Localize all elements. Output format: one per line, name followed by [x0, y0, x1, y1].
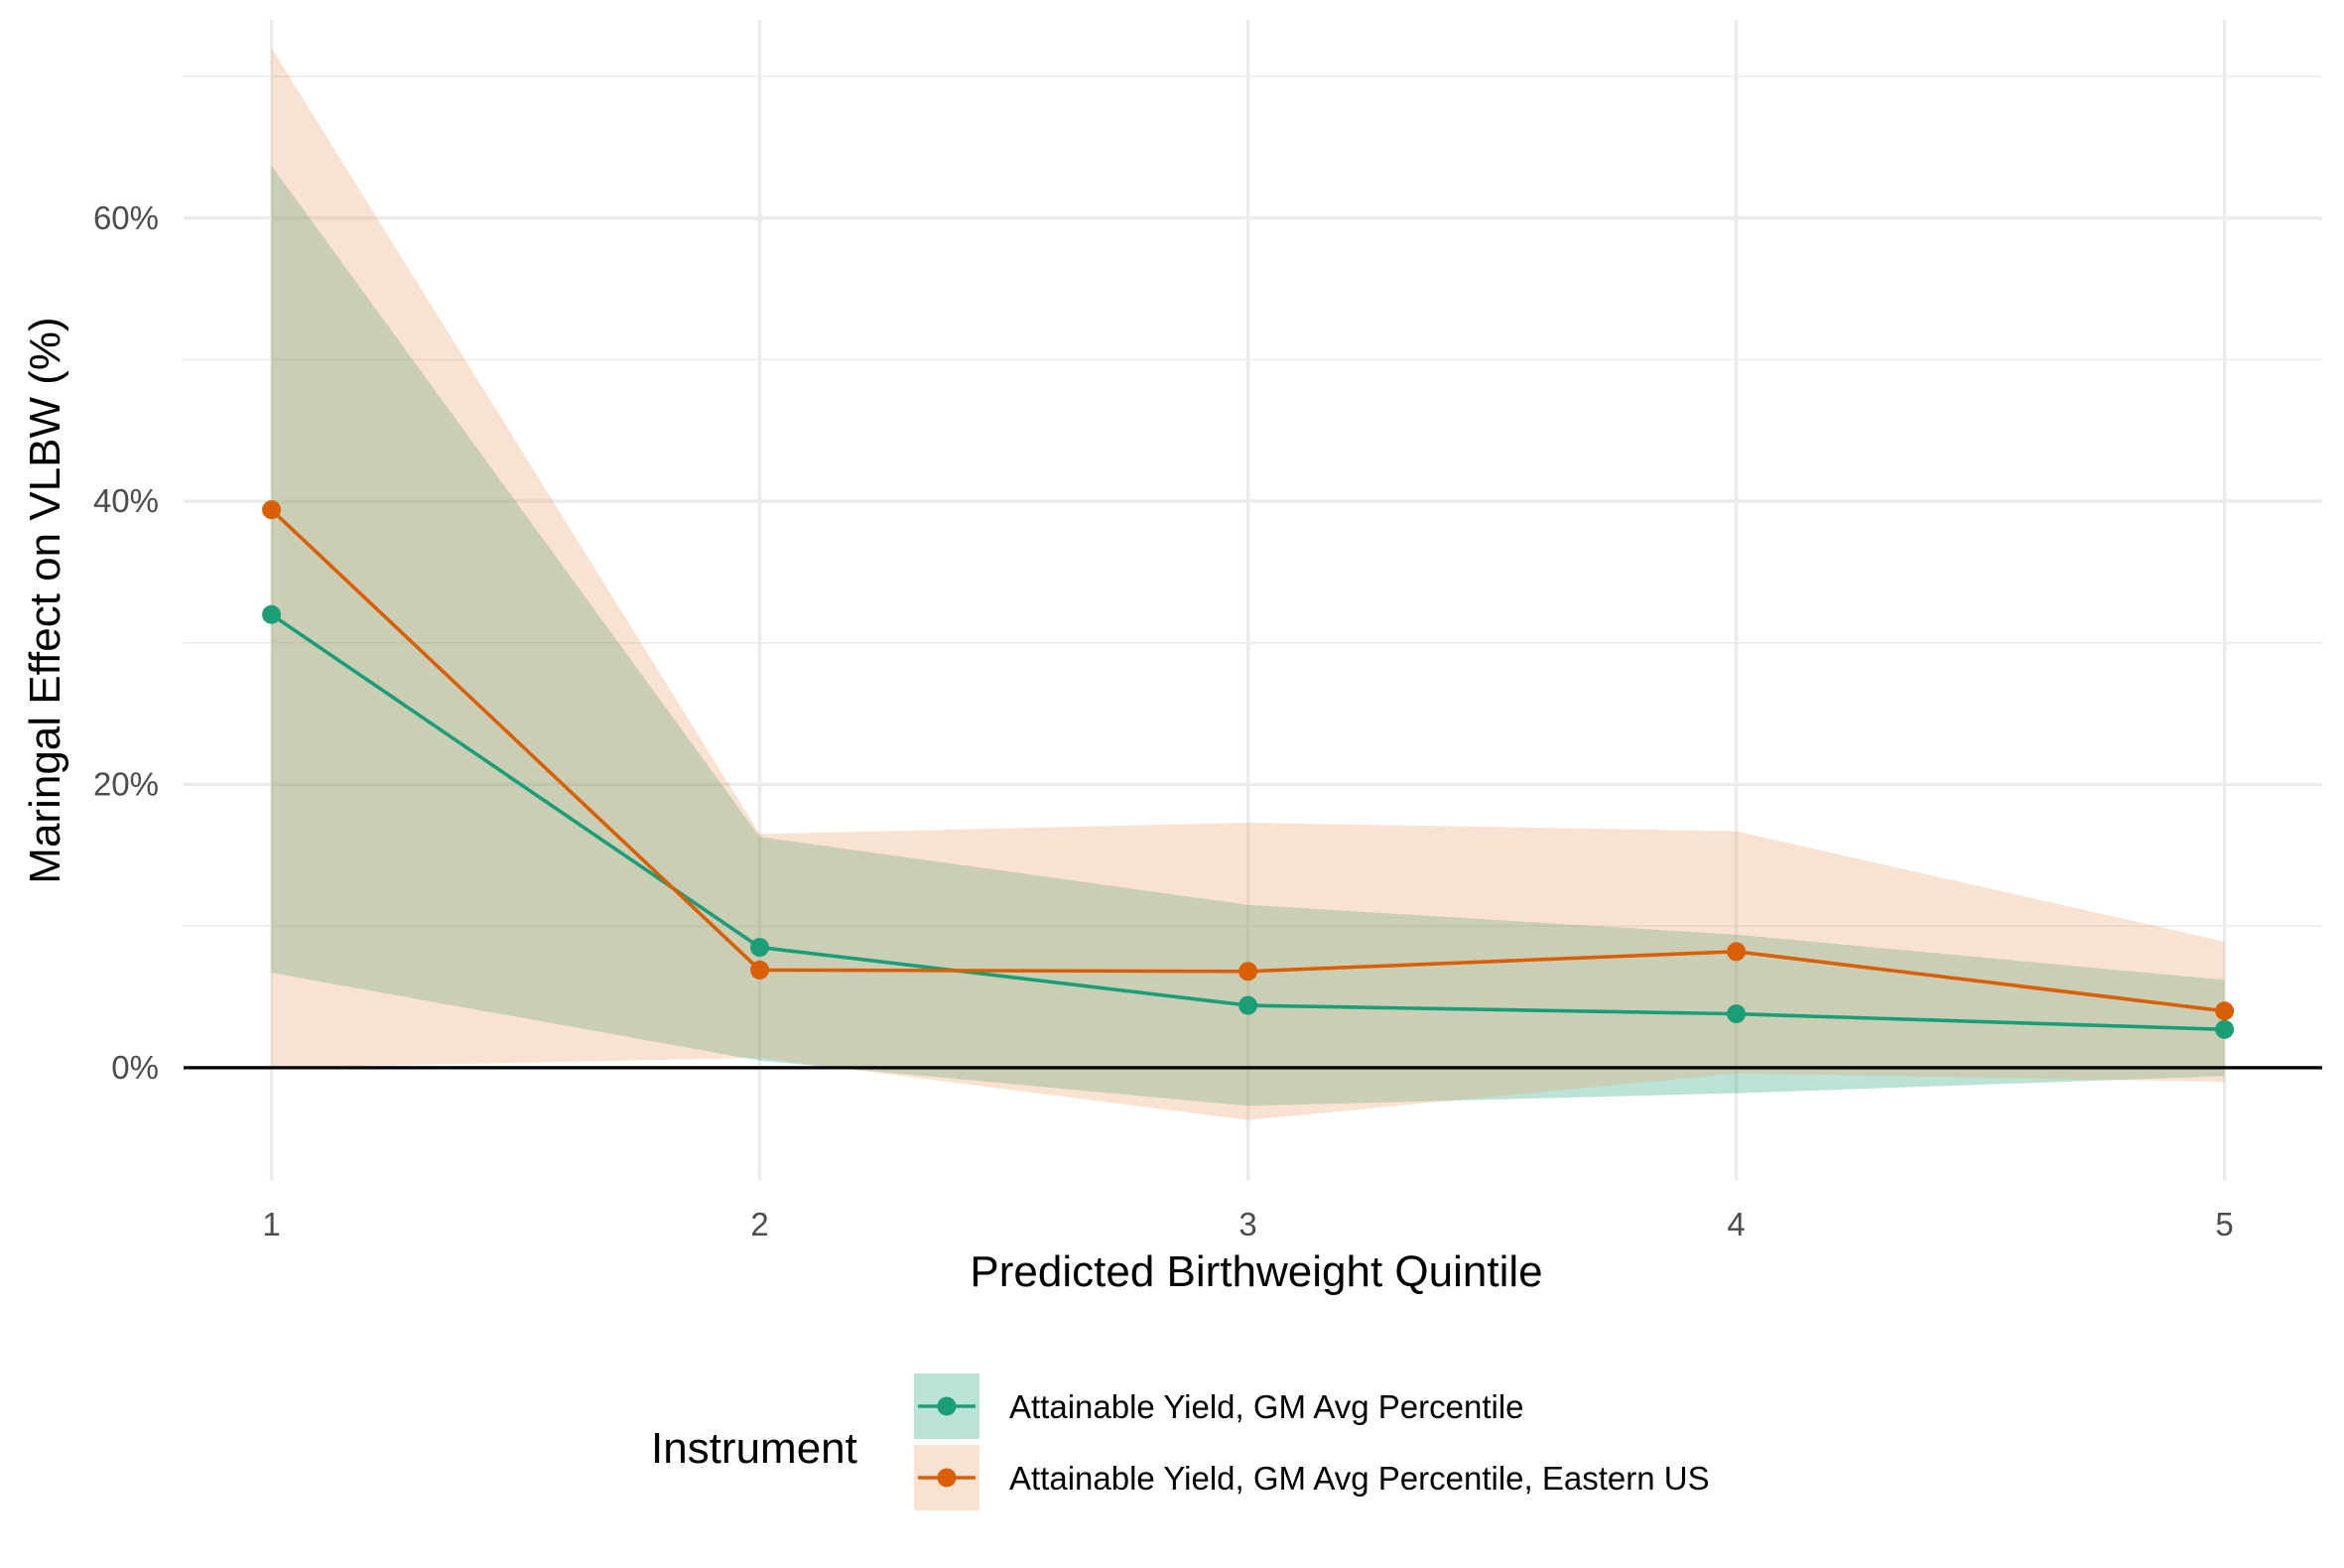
data-point-series-1 — [750, 938, 770, 958]
data-point-series-2 — [1727, 942, 1747, 962]
legend-title: Instrument — [651, 1424, 857, 1473]
x-axis-ticks: 1 2 3 4 5 — [262, 1206, 2233, 1242]
series-points — [262, 500, 2235, 1039]
data-point-series-2 — [262, 500, 282, 520]
x-tick-label: 3 — [1238, 1206, 1256, 1242]
legend-key-point — [937, 1468, 957, 1488]
legend-key-point — [937, 1396, 957, 1416]
y-tick-label: 60% — [93, 199, 159, 236]
ribbon-series-1 — [271, 165, 2225, 1107]
x-tick-label: 5 — [2215, 1206, 2233, 1242]
data-point-series-1 — [262, 604, 282, 624]
y-axis-title: Maringal Effect on VLBW (%) — [21, 317, 69, 883]
data-point-series-1 — [1238, 995, 1258, 1015]
y-tick-label: 40% — [93, 482, 159, 519]
x-axis-title: Predicted Birthweight Quintile — [970, 1247, 1542, 1296]
y-tick-label: 20% — [93, 765, 159, 802]
data-point-series-1 — [2215, 1019, 2235, 1039]
x-tick-label: 4 — [1727, 1206, 1745, 1242]
data-point-series-1 — [1727, 1004, 1747, 1024]
data-point-series-2 — [750, 960, 770, 980]
x-tick-label: 2 — [750, 1206, 768, 1242]
legend: Instrument Attainable Yield, GM Avg Perc… — [651, 1373, 1710, 1510]
y-axis-ticks: 0% 20% 40% 60% — [93, 199, 159, 1086]
x-tick-label: 1 — [262, 1206, 280, 1242]
legend-item-label: Attainable Yield, GM Avg Percentile, Eas… — [1009, 1460, 1710, 1497]
data-point-series-2 — [1238, 962, 1258, 981]
legend-items: Attainable Yield, GM Avg Percentile Attai… — [914, 1373, 1710, 1510]
y-tick-label: 0% — [111, 1049, 159, 1086]
data-point-series-2 — [2215, 1001, 2235, 1021]
confidence-ribbons — [271, 48, 2225, 1120]
ribbon-series-2 — [271, 48, 2225, 1120]
legend-item-label: Attainable Yield, GM Avg Percentile — [1009, 1388, 1524, 1425]
